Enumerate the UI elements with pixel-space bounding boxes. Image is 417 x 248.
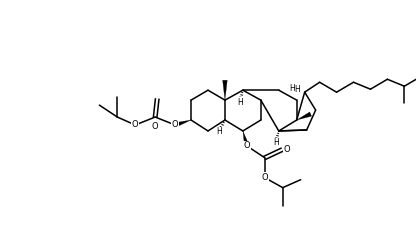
Text: H: H: [289, 84, 294, 93]
Text: O: O: [172, 121, 178, 129]
Polygon shape: [297, 112, 311, 120]
Text: H: H: [273, 138, 279, 147]
Polygon shape: [243, 131, 249, 147]
Text: H: H: [237, 98, 243, 107]
Text: H: H: [294, 85, 299, 94]
Text: O: O: [152, 123, 158, 131]
Polygon shape: [223, 80, 227, 100]
Text: O: O: [284, 145, 290, 154]
Text: H: H: [216, 127, 222, 136]
Polygon shape: [174, 120, 191, 127]
Text: O: O: [244, 141, 250, 150]
Text: O: O: [132, 121, 138, 129]
Text: O: O: [261, 173, 268, 182]
